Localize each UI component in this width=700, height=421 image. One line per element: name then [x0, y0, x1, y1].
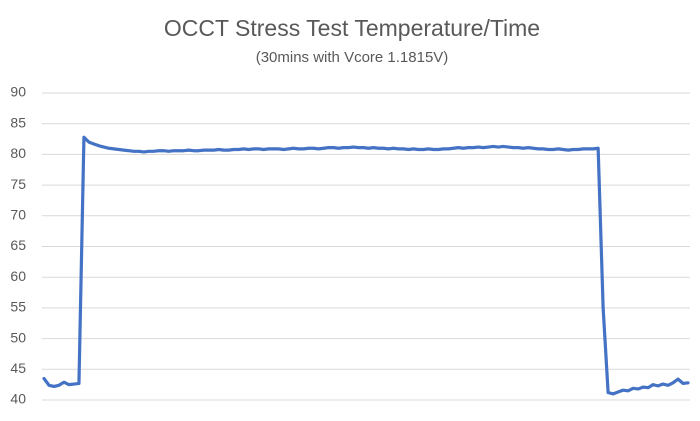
chart-title: OCCT Stress Test Temperature/Time	[164, 15, 540, 41]
chart-subtitle: (30mins with Vcore 1.1815V)	[256, 49, 449, 66]
data-line	[42, 135, 690, 396]
y-tick-label: 80	[10, 145, 26, 161]
y-tick-label: 45	[10, 360, 26, 376]
y-tick-label: 50	[10, 329, 26, 345]
y-tick-label: 75	[10, 176, 26, 192]
y-tick-label: 55	[10, 299, 26, 315]
y-tick-label: 60	[10, 268, 26, 284]
y-tick-label: 65	[10, 237, 26, 253]
y-tick-label: 70	[10, 207, 26, 223]
y-tick-label: 90	[10, 84, 26, 100]
y-tick-label: 85	[10, 114, 26, 130]
y-tick-label: 40	[10, 391, 26, 407]
